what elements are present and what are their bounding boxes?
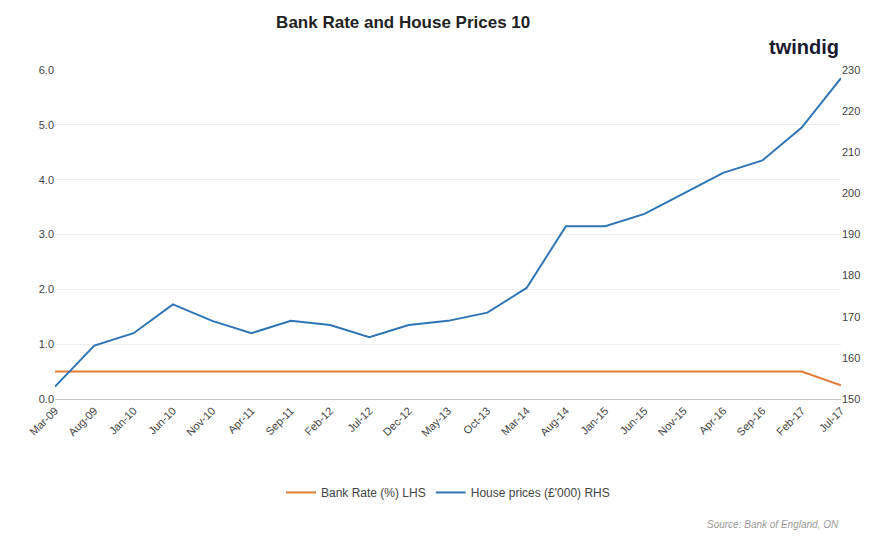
svg-text:Feb-17: Feb-17	[774, 405, 807, 438]
svg-text:May-13: May-13	[419, 405, 453, 439]
svg-text:150: 150	[842, 393, 860, 405]
svg-text:180: 180	[842, 269, 860, 281]
svg-text:twindig: twindig	[769, 36, 839, 58]
svg-text:190: 190	[842, 228, 860, 240]
svg-text:200: 200	[842, 187, 860, 199]
svg-text:Jun-15: Jun-15	[618, 405, 650, 437]
svg-text:Jul-17: Jul-17	[817, 405, 847, 435]
svg-text:230: 230	[842, 64, 860, 76]
svg-text:Jan-15: Jan-15	[578, 405, 610, 437]
svg-text:Feb-12: Feb-12	[302, 405, 335, 438]
svg-text:220: 220	[842, 105, 860, 117]
svg-text:Jan-10: Jan-10	[107, 405, 139, 437]
svg-text:Dec-12: Dec-12	[380, 405, 414, 439]
svg-text:Bank Rate and House Prices 10: Bank Rate and House Prices 10	[276, 13, 530, 32]
svg-text:Nov-15: Nov-15	[656, 405, 690, 439]
svg-text:Jun-10: Jun-10	[146, 405, 178, 437]
svg-text:160: 160	[842, 352, 860, 364]
svg-text:170: 170	[842, 311, 860, 323]
svg-text:0.0: 0.0	[39, 393, 54, 405]
svg-text:Aug-14: Aug-14	[538, 405, 572, 439]
svg-text:Apr-11: Apr-11	[226, 405, 257, 436]
svg-text:6.0: 6.0	[39, 64, 54, 76]
svg-text:Jul-12: Jul-12	[345, 405, 375, 435]
svg-text:Source: Bank of England, ON: Source: Bank of England, ON	[707, 519, 839, 530]
svg-text:Sep-16: Sep-16	[734, 405, 768, 439]
svg-text:Apr-16: Apr-16	[697, 405, 729, 437]
svg-text:Mar-14: Mar-14	[499, 405, 532, 438]
svg-text:Nov-10: Nov-10	[184, 405, 218, 439]
svg-text:210: 210	[842, 146, 860, 158]
svg-text:Bank Rate (%) LHS: Bank Rate (%) LHS	[321, 486, 426, 500]
svg-text:1.0: 1.0	[39, 338, 54, 350]
svg-text:House prices (£'000) RHS: House prices (£'000) RHS	[471, 486, 610, 500]
svg-text:Aug-09: Aug-09	[66, 405, 100, 439]
svg-text:Sep-11: Sep-11	[263, 405, 296, 438]
svg-text:2.0: 2.0	[39, 283, 54, 295]
svg-text:5.0: 5.0	[39, 119, 54, 131]
svg-text:Mar-09: Mar-09	[27, 405, 60, 438]
svg-text:Oct-13: Oct-13	[461, 405, 493, 437]
svg-text:4.0: 4.0	[39, 174, 54, 186]
svg-text:3.0: 3.0	[39, 228, 54, 240]
